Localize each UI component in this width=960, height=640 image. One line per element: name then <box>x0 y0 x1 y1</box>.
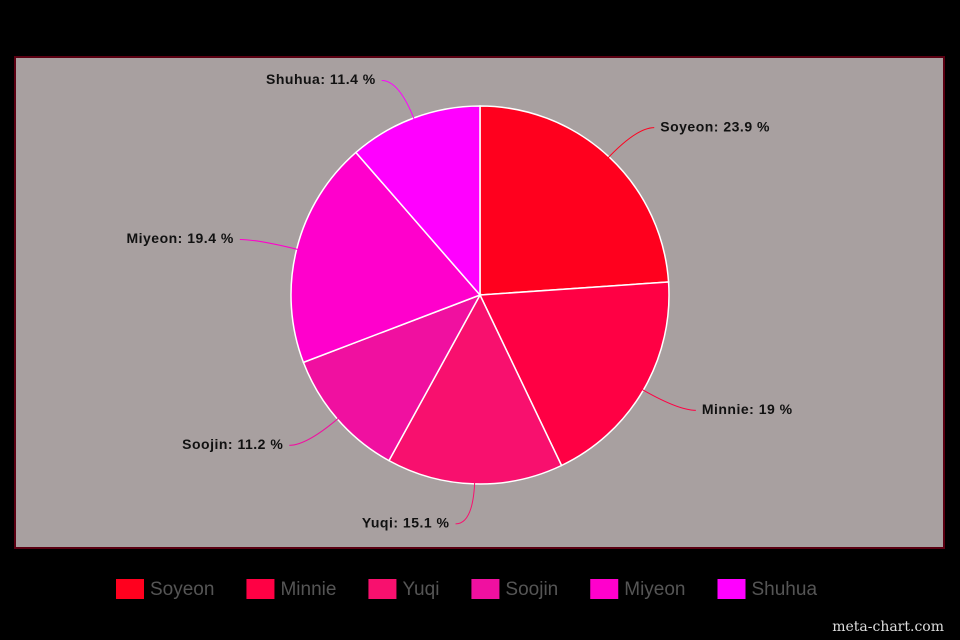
legend-label: Soyeon <box>150 579 214 600</box>
legend-swatch <box>246 579 275 599</box>
leader-line <box>455 478 476 525</box>
legend-swatch <box>471 579 500 599</box>
data-label: Minnie: 19 % <box>702 401 793 417</box>
leader-line <box>239 238 302 251</box>
legend-label: Yuqi <box>402 579 439 600</box>
legend-label: Miyeon <box>624 579 685 600</box>
legend-swatch <box>590 579 619 599</box>
legend-swatch <box>116 579 144 599</box>
data-label: Soyeon: 23.9 % <box>660 118 770 134</box>
legend-label: Shuhua <box>752 579 818 600</box>
watermark: meta-chart.com <box>832 619 944 635</box>
leader-line <box>381 80 416 123</box>
legend-swatch <box>368 579 397 599</box>
leader-line <box>289 415 342 446</box>
data-label: Yuqi: 15.1 % <box>362 515 450 531</box>
data-label: Soojin: 11.2 % <box>182 436 283 452</box>
legend-swatch <box>717 579 746 599</box>
leader-line <box>605 127 655 161</box>
legend-label: Minnie <box>280 579 336 600</box>
leader-line <box>638 387 696 411</box>
data-label: Miyeon: 19.4 % <box>126 230 233 246</box>
data-label: Shuhua: 11.4 % <box>266 71 376 87</box>
legend-label: Soojin <box>505 579 558 600</box>
